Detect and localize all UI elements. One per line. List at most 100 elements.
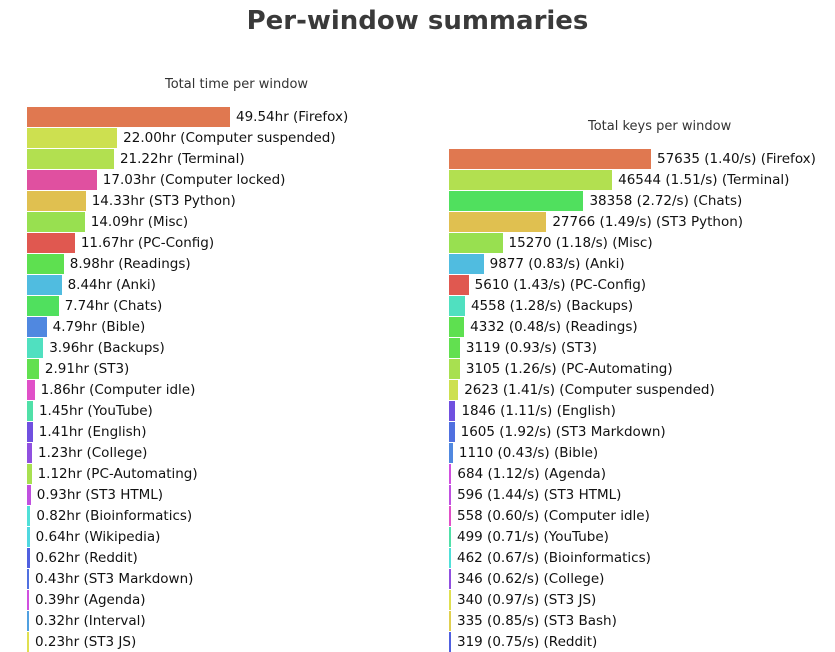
time-bar [27, 275, 62, 295]
keys-bar-label: 3119 (0.93/s) (ST3) [465, 340, 597, 356]
keys-bar-label: 38358 (2.72/s) (Chats) [589, 193, 743, 209]
keys-bar-label: 684 (1.12/s) (Agenda) [457, 466, 606, 482]
keys-bar [449, 380, 459, 400]
keys-bar-label: 319 (0.75/s) (Reddit) [457, 634, 598, 650]
keys-bar [449, 212, 547, 232]
keys-bar-label: 3105 (1.26/s) (PC-Automating) [465, 361, 673, 377]
time-bar [27, 128, 118, 148]
keys-bar [449, 401, 456, 421]
keys-bar [449, 254, 484, 274]
time-bar-label: 0.39hr (Agenda) [35, 592, 146, 608]
time-bar [27, 590, 29, 610]
keys-bar [449, 275, 469, 295]
time-bar [27, 149, 114, 169]
time-bar-label: 21.22hr (Terminal) [119, 151, 245, 167]
keys-bar [449, 170, 613, 190]
keys-bar [449, 296, 465, 316]
keys-bar-label: 46544 (1.51/s) (Terminal) [618, 172, 790, 188]
time-per-window-chart: Total time per window 49.54hr (Firefox) 2… [27, 77, 349, 652]
time-bar [27, 443, 33, 463]
time-bar [27, 296, 59, 316]
keys-bar [449, 149, 651, 169]
time-bar [27, 485, 31, 505]
time-bar-label: 2.91hr (ST3) [44, 361, 130, 377]
keys-bar-label: 1846 (1.11/s) (English) [461, 403, 616, 419]
time-bar-label: 0.23hr (ST3 JS) [35, 634, 137, 650]
keys-bar [449, 422, 455, 442]
keys-bar [449, 191, 584, 211]
keys-bar [449, 611, 451, 631]
time-bar [27, 317, 47, 337]
keys-bar-label: 335 (0.85/s) (ST3 Bash) [457, 613, 617, 629]
time-bar-label: 0.82hr (Bioinformatics) [36, 508, 193, 524]
keys-bar-label: 340 (0.97/s) (ST3 JS) [457, 592, 597, 608]
time-bar [27, 527, 30, 547]
time-bar-label: 14.33hr (ST3 Python) [91, 193, 236, 209]
keys-bar-label: 57635 (1.40/s) (Firefox) [657, 151, 816, 167]
keys-bar [449, 527, 451, 547]
keys-bar [449, 590, 451, 610]
time-bar [27, 107, 230, 127]
keys-bar-label: 9877 (0.83/s) (Anki) [489, 256, 625, 272]
keys-bar-label: 499 (0.71/s) (YouTube) [457, 529, 609, 545]
keys-chart-title: Total keys per window [588, 119, 732, 134]
time-bar [27, 212, 85, 232]
time-bar [27, 191, 86, 211]
keys-bar [449, 569, 451, 589]
keys-bar [449, 233, 503, 253]
time-bar [27, 548, 30, 568]
keys-bar [449, 443, 453, 463]
keys-bar [449, 317, 465, 337]
time-bar-label: 1.12hr (PC-Automating) [37, 466, 198, 482]
keys-bar-label: 4558 (1.28/s) (Backups) [470, 298, 634, 314]
time-bar-label: 4.79hr (Bible) [52, 319, 146, 335]
time-bar-label: 0.62hr (Reddit) [35, 550, 138, 566]
time-bar-label: 1.23hr (College) [38, 445, 148, 461]
time-bar [27, 401, 33, 421]
keys-bar-label: 2623 (1.41/s) (Computer suspended) [464, 382, 715, 398]
time-bar-label: 11.67hr (PC-Config) [80, 235, 215, 251]
keys-bar-label: 1110 (0.43/s) (Bible) [458, 445, 599, 461]
time-bar-label: 3.96hr (Backups) [49, 340, 165, 356]
time-bar-label: 17.03hr (Computer locked) [102, 172, 286, 188]
time-bar [27, 506, 31, 526]
keys-bar [449, 506, 451, 526]
time-bar [27, 359, 39, 379]
keys-bar [449, 338, 460, 358]
time-bar [27, 632, 29, 652]
time-bar [27, 611, 29, 631]
keys-bar [449, 485, 452, 505]
time-bar-label: 1.86hr (Computer idle) [40, 382, 196, 398]
time-bar [27, 254, 64, 274]
time-bar-label: 22.00hr (Computer suspended) [123, 130, 336, 146]
time-bar [27, 170, 97, 190]
keys-bar-label: 558 (0.60/s) (Computer idle) [457, 508, 650, 524]
time-bar-label: 0.43hr (ST3 Markdown) [35, 571, 194, 587]
time-bar-label: 0.32hr (Interval) [35, 613, 146, 629]
keys-bar-label: 596 (1.44/s) (ST3 HTML) [457, 487, 622, 503]
time-bar-label: 14.09hr (Misc) [90, 214, 189, 230]
time-bar-label: 7.74hr (Chats) [64, 298, 163, 314]
time-chart-title: Total time per window [165, 77, 309, 92]
keys-bar-label: 5610 (1.43/s) (PC-Config) [474, 277, 647, 293]
time-bar-label: 0.93hr (ST3 HTML) [36, 487, 164, 503]
page-title: Per-window summaries [246, 6, 589, 36]
time-bar [27, 380, 35, 400]
time-bar [27, 338, 44, 358]
time-bar [27, 422, 33, 442]
time-bar-label: 0.64hr (Wikipedia) [35, 529, 161, 545]
time-bar [27, 569, 29, 589]
time-bar-label: 8.44hr (Anki) [67, 277, 156, 293]
keys-bar-label: 15270 (1.18/s) (Misc) [508, 235, 653, 251]
time-bar-label: 1.45hr (YouTube) [38, 403, 153, 419]
keys-bar-label: 1605 (1.92/s) (ST3 Markdown) [460, 424, 666, 440]
time-bar-label: 1.41hr (English) [38, 424, 147, 440]
keys-bar-label: 4332 (0.48/s) (Readings) [470, 319, 638, 335]
time-bar [27, 464, 32, 484]
time-bar-label: 49.54hr (Firefox) [236, 109, 349, 125]
keys-bar [449, 632, 451, 652]
time-bar [27, 233, 75, 253]
keys-bar [449, 359, 460, 379]
keys-bar-label: 27766 (1.49/s) (ST3 Python) [552, 214, 744, 230]
